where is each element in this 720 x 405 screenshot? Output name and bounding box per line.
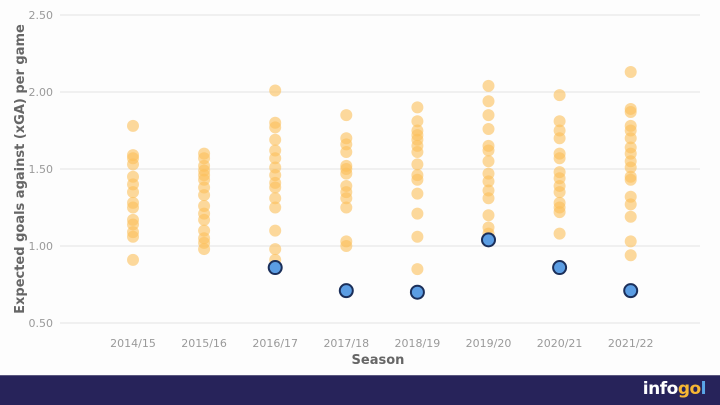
data-point [411, 230, 424, 243]
data-point [624, 161, 637, 174]
x-axis-title: Season [352, 353, 405, 368]
data-point [269, 152, 282, 165]
data-point [340, 109, 353, 122]
data-point [624, 132, 637, 145]
data-point [482, 155, 495, 168]
data-point [624, 198, 637, 211]
data-point [482, 175, 495, 188]
data-point [127, 158, 139, 171]
highlight-points [267, 232, 639, 300]
data-point [340, 201, 353, 214]
data-point [269, 243, 282, 256]
data-point [553, 89, 566, 102]
data-point [411, 207, 424, 220]
data-point [411, 187, 424, 200]
logo-text-go: go [677, 379, 701, 399]
data-point [269, 192, 282, 205]
data-point [482, 95, 495, 108]
logo-text-info: info [642, 379, 679, 399]
data-point [411, 146, 424, 159]
y-axis-title: Expected goals against (xGA) per game [13, 24, 28, 314]
data-point [127, 201, 139, 214]
data-point [482, 122, 495, 135]
data-point [269, 224, 282, 237]
data-point [624, 249, 637, 262]
y-tick-label: 1.50 [29, 163, 54, 176]
x-tick-label: 2014/15 [110, 337, 156, 350]
data-point [553, 115, 566, 128]
highlight-point [481, 232, 496, 248]
data-point [482, 144, 495, 157]
gridlines [60, 14, 700, 324]
data-point [127, 230, 139, 243]
data-point [411, 263, 424, 276]
data-points [127, 65, 637, 276]
x-tick-label: 2016/17 [252, 337, 298, 350]
data-point [411, 173, 424, 186]
data-point [127, 253, 139, 266]
x-tick-label: 2019/20 [466, 337, 512, 350]
data-point [624, 65, 637, 78]
x-tick-label: 2017/18 [323, 337, 369, 350]
y-tick-label: 2.50 [29, 9, 54, 22]
data-point [553, 132, 566, 145]
data-point [269, 201, 282, 214]
data-point [198, 189, 211, 202]
data-point [340, 167, 353, 180]
y-tick-labels: 0.50 1.00 1.50 2.00 2.50 [29, 9, 54, 330]
data-point [482, 209, 495, 222]
data-point [340, 192, 353, 205]
data-point [624, 173, 637, 186]
data-point [553, 186, 566, 199]
data-point [127, 186, 139, 199]
highlight-point [267, 260, 283, 276]
highlight-point [409, 284, 425, 300]
data-point [624, 210, 637, 223]
data-point [269, 84, 282, 97]
highlight-point [338, 283, 354, 299]
data-point [340, 146, 353, 159]
data-point [411, 101, 424, 114]
infogol-logo: infogol [642, 379, 707, 399]
data-point [269, 133, 282, 146]
logo-text-l: l [700, 379, 707, 399]
scatter-chart: 0.50 1.00 1.50 2.00 2.50 2014/15 2015/16 2016/… [13, 9, 700, 368]
data-point [269, 181, 282, 194]
data-point [624, 235, 637, 248]
data-point [198, 243, 211, 256]
highlight-point [623, 283, 639, 299]
data-point [553, 206, 566, 219]
data-point [127, 119, 139, 132]
data-point [411, 158, 424, 171]
data-point [269, 121, 282, 134]
data-point [482, 79, 495, 92]
x-tick-label: 2015/16 [181, 337, 227, 350]
data-point [198, 213, 211, 226]
x-tick-label: 2018/19 [395, 337, 441, 350]
data-point [411, 115, 424, 128]
highlight-point [552, 260, 568, 276]
data-point [482, 192, 495, 205]
x-tick-label: 2021/22 [608, 337, 654, 350]
y-tick-label: 2.00 [29, 86, 54, 99]
data-point [624, 106, 637, 119]
data-point [553, 152, 566, 165]
footer-bar: infogol [0, 375, 720, 405]
y-tick-label: 0.50 [29, 317, 54, 330]
y-tick-label: 1.00 [29, 240, 54, 253]
data-point [340, 240, 353, 252]
data-point [553, 227, 566, 240]
x-tick-label: 2020/21 [537, 337, 583, 350]
data-point [482, 109, 495, 122]
x-tick-labels: 2014/15 2015/16 2016/17 2017/18 2018/19 2019/… [110, 337, 653, 350]
